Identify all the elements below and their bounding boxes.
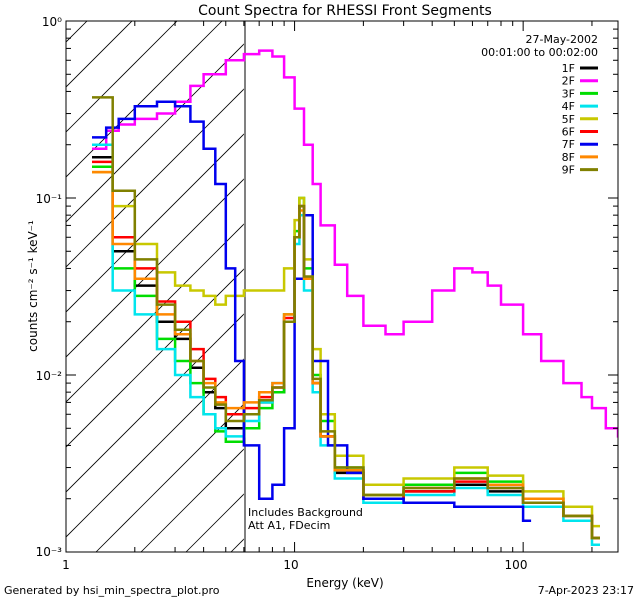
hatch-line (95, 403, 244, 552)
legend-label-9f: 9F (562, 164, 575, 177)
plot-frame (65, 20, 619, 553)
legend-label-2f: 2F (562, 75, 575, 88)
hatch-line (321, 0, 640, 552)
legend-label-4f: 4F (562, 100, 575, 113)
legend-label-1f: 1F (562, 62, 575, 75)
hatch-line (66, 21, 178, 133)
legend-label-8f: 8F (562, 151, 575, 164)
hatch-line (276, 0, 640, 552)
hatch-line (140, 448, 244, 552)
background-note: Includes Background (248, 506, 363, 519)
footer-timestamp: 7-Apr-2023 23:17 (538, 584, 634, 597)
hatch-line (66, 358, 244, 538)
hatch-line (66, 21, 223, 178)
x-tick-label-100: 100 (505, 558, 528, 572)
hatch-line (66, 133, 244, 313)
hatch-line (366, 0, 640, 552)
hatch-line (546, 0, 640, 552)
hatch-line (591, 0, 640, 552)
hatch-line (66, 223, 244, 403)
footer-generator: Generated by hsi_min_spectra_plot.pro (4, 584, 220, 597)
hatch-line (0, 0, 26, 552)
y-axis-label: counts cm⁻² s⁻¹ keV⁻¹ (26, 220, 40, 352)
hatch-line (66, 268, 244, 448)
legend-label-7f: 7F (562, 138, 575, 151)
hatch-line (66, 313, 244, 493)
x-tick-label-1: 1 (62, 558, 70, 572)
hatch-line (411, 0, 640, 552)
date-label: 27-May-2002 (526, 33, 598, 46)
axis-ticks (65, 20, 618, 553)
series-line-9f (92, 96, 600, 540)
y-tick-label-3: 10⁻³ (36, 545, 63, 559)
x-tick-label-10: 10 (283, 558, 298, 572)
legend-label-3f: 3F (562, 87, 575, 100)
y-tick-label-0: 10⁰ (42, 15, 62, 29)
hatched-region (0, 0, 640, 552)
hatch-line (230, 538, 244, 552)
hatch-line (66, 21, 88, 43)
hatch-line (66, 21, 133, 88)
hatch-line (66, 178, 244, 358)
y-tick-label-1: 10⁻¹ (36, 192, 63, 206)
hatch-line (456, 0, 640, 552)
time-range-label: 00:01:00 to 00:02:00 (481, 46, 598, 59)
legend-label-6f: 6F (562, 126, 575, 139)
hatch-line (66, 88, 244, 268)
chart-title: Count Spectra for RHESSI Front Segments (198, 3, 492, 19)
y-tick-label-2: 10⁻² (36, 369, 63, 383)
attenuator-note: Att A1, FDecim (248, 519, 330, 532)
legend-label-5f: 5F (562, 113, 575, 126)
hatch-line (636, 0, 640, 552)
hatch-line (66, 43, 244, 223)
series-line-5f (92, 170, 600, 528)
series-line-2f (92, 49, 618, 438)
x-axis-label: Energy (keV) (306, 576, 383, 590)
